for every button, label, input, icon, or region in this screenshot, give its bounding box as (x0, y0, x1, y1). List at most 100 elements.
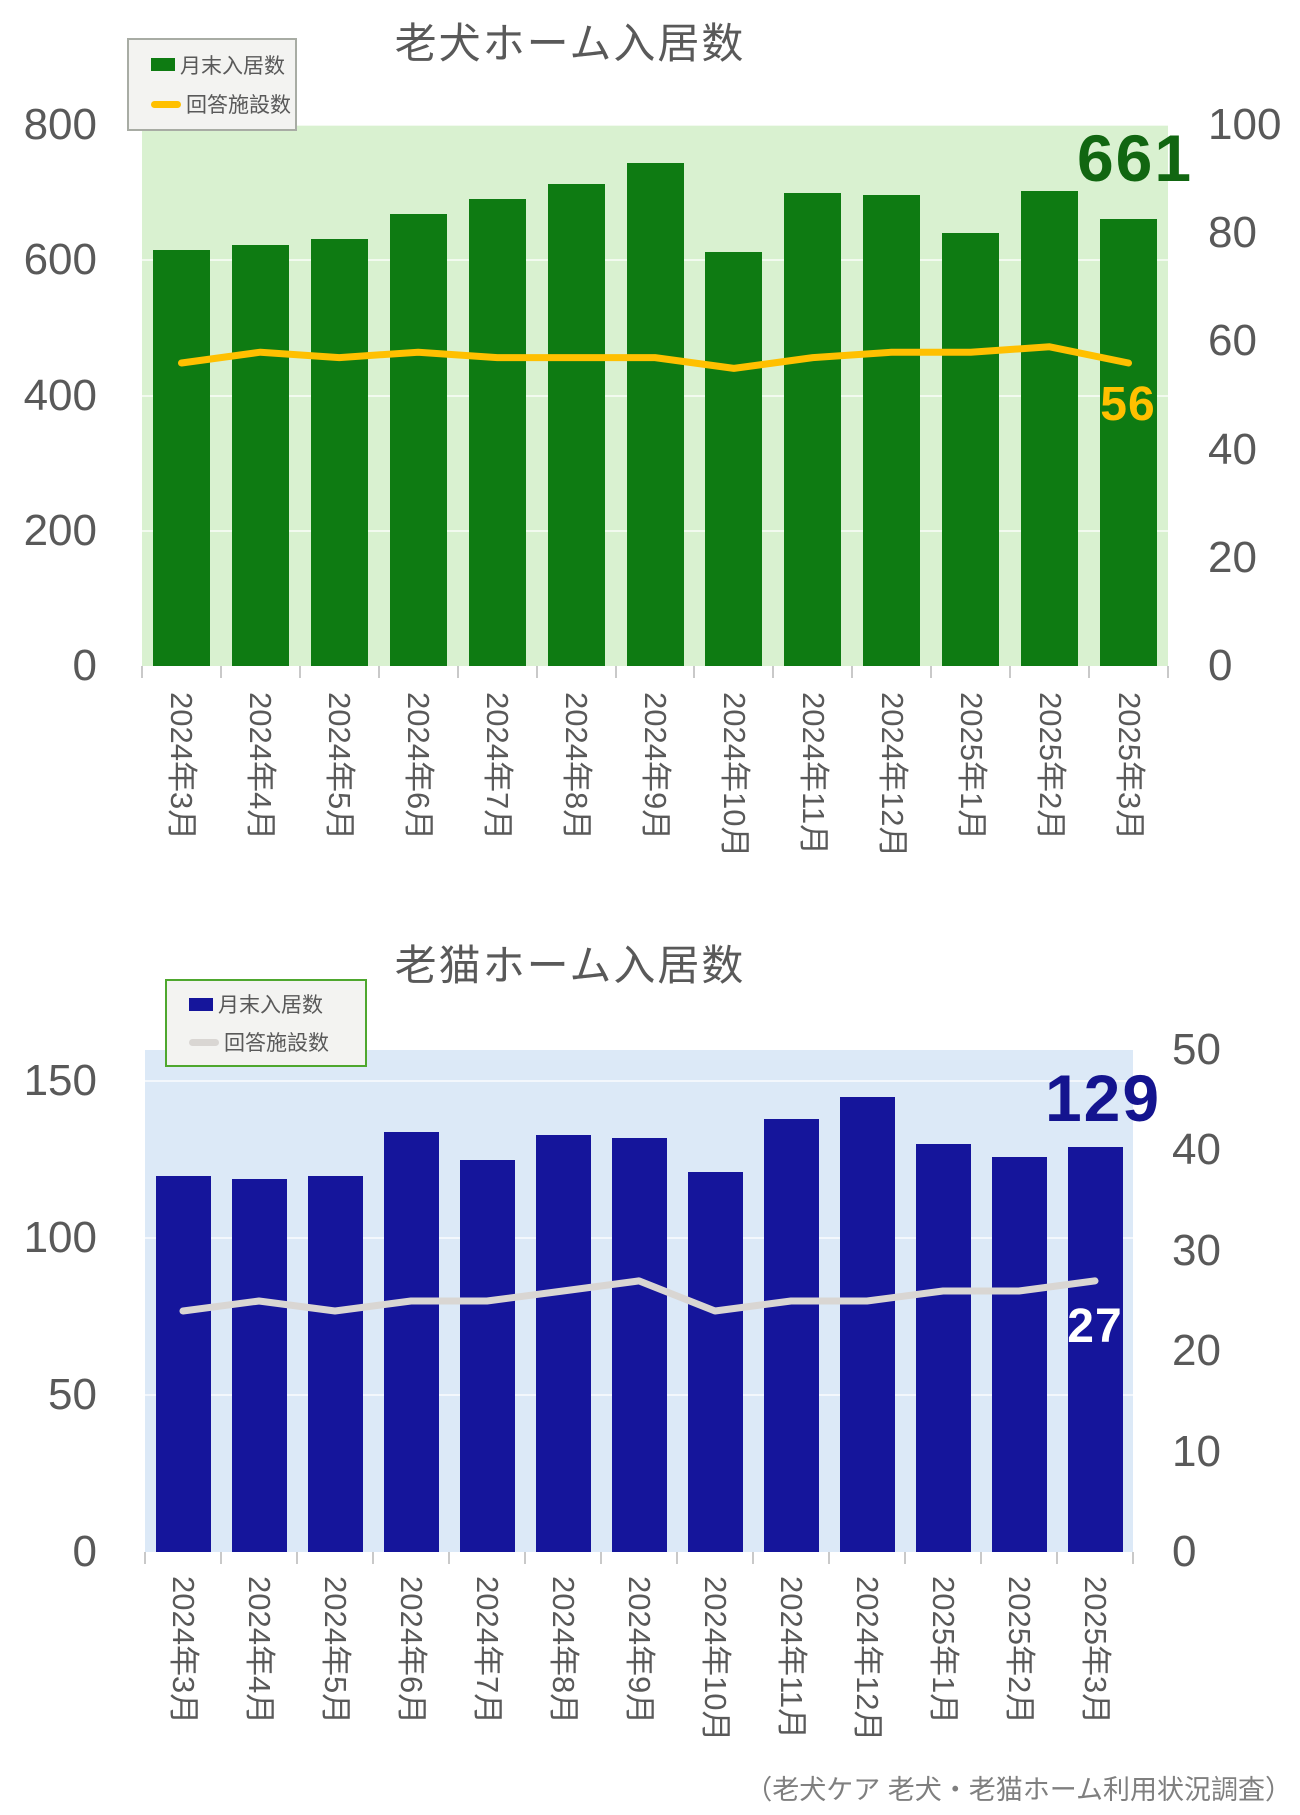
legend-item-bar-series: 月末入居数 (151, 50, 295, 80)
x-axis-label: 2024年7月 (470, 1576, 505, 1725)
x-axis-label: 2024年12月 (874, 692, 910, 858)
bar (626, 162, 684, 666)
y-axis-label-right: 60 (1208, 316, 1257, 366)
x-axis-label: 2024年7月 (480, 692, 516, 841)
bar (307, 1175, 363, 1552)
x-tick (1009, 666, 1012, 678)
bar-series-swatch-icon (189, 997, 213, 1011)
y-axis-label-left: 50 (48, 1370, 97, 1420)
x-axis-label: 2024年11月 (795, 692, 831, 856)
y-axis-label-left: 600 (23, 235, 97, 285)
x-axis-label: 2024年4月 (243, 692, 279, 841)
x-axis-label: 2025年1月 (953, 692, 989, 841)
gridline (145, 1080, 1133, 1083)
bar (547, 183, 605, 666)
x-axis-label: 2024年3月 (164, 692, 200, 841)
x-axis-label: 2024年10月 (698, 1576, 733, 1742)
y-axis-label-right: 80 (1208, 208, 1257, 258)
bar (991, 1156, 1047, 1552)
x-axis-label: 2024年8月 (546, 1576, 581, 1725)
bar (1100, 218, 1158, 666)
x-axis-label: 2025年2月 (1002, 1576, 1037, 1725)
y-axis-label-left: 800 (23, 100, 97, 149)
x-axis-label: 2025年2月 (1032, 692, 1068, 841)
legend-label-line-series: 回答施設数 (224, 1032, 329, 1055)
x-tick (772, 666, 775, 678)
cat-chart-legend: 月末入居数 回答施設数 (165, 979, 367, 1067)
bar (231, 245, 289, 666)
bar (784, 193, 842, 666)
dog-chart-title: 老犬ホーム入居数 (394, 20, 746, 67)
x-axis-label: 2024年12月 (850, 1576, 885, 1742)
bar (459, 1159, 515, 1552)
y-axis-label-left: 0 (72, 641, 97, 690)
source-note: （老犬ケア 老犬・老猫ホーム利用状況調査） (745, 1775, 1292, 1805)
line-series-swatch-icon (189, 1038, 219, 1046)
x-axis-label: 2024年5月 (322, 692, 358, 841)
x-tick (693, 666, 696, 678)
x-axis-label: 2024年6月 (401, 692, 437, 841)
x-tick (614, 666, 617, 678)
y-axis-label-left: 0 (72, 1527, 97, 1576)
x-tick (980, 1552, 982, 1564)
y-axis-label-right: 40 (1172, 1125, 1221, 1175)
x-tick (524, 1552, 526, 1564)
bar (152, 250, 210, 666)
x-tick (456, 666, 459, 678)
bar (915, 1144, 971, 1552)
y-axis-label-right: 30 (1172, 1225, 1221, 1275)
x-tick (535, 666, 538, 678)
dog-latest-bar-value: 661 (1076, 121, 1194, 195)
y-axis-label-right: 40 (1208, 424, 1257, 474)
bar (611, 1137, 667, 1552)
y-axis-label-left: 150 (23, 1056, 97, 1106)
y-axis-label-right: 10 (1172, 1426, 1221, 1476)
x-tick (828, 1552, 830, 1564)
x-tick (141, 666, 143, 678)
x-tick (448, 1552, 450, 1564)
bar (863, 195, 921, 666)
y-axis-label-left: 400 (23, 370, 97, 420)
x-axis-label: 2024年9月 (622, 1576, 657, 1725)
y-axis-label-right: 20 (1172, 1326, 1221, 1376)
x-tick (752, 1552, 754, 1564)
x-tick (851, 666, 854, 678)
legend-item-line-series: 回答施設数 (151, 89, 295, 119)
x-tick (1088, 666, 1091, 678)
legend-item-bar-series: 月末入居数 (189, 989, 365, 1019)
x-tick (219, 666, 222, 678)
bar (383, 1131, 439, 1552)
dog-latest-line-value: 56 (1100, 378, 1156, 431)
legend-item-line-series: 回答施設数 (189, 1027, 365, 1057)
bar (231, 1178, 287, 1552)
bar-series-swatch-icon (151, 58, 175, 72)
x-axis-label: 2024年3月 (166, 1576, 201, 1725)
y-axis-label-right: 0 (1208, 641, 1233, 690)
bar (839, 1097, 895, 1552)
x-tick (676, 1552, 678, 1564)
bar (1021, 190, 1079, 666)
y-axis-label-left: 200 (23, 505, 97, 555)
x-tick (1056, 1552, 1058, 1564)
y-axis-label-right: 100 (1208, 100, 1282, 149)
bar (535, 1134, 591, 1552)
x-tick (144, 1552, 146, 1564)
x-axis-label: 2025年1月 (926, 1576, 961, 1725)
y-axis-label-right: 20 (1208, 532, 1257, 582)
x-axis-label: 2024年6月 (394, 1576, 429, 1725)
bar (155, 1175, 211, 1552)
x-axis-label: 2024年5月 (318, 1576, 353, 1725)
series-line (179, 1277, 1099, 1315)
bar (468, 199, 526, 666)
x-axis-label: 2025年3月 (1111, 692, 1147, 841)
x-tick (600, 1552, 602, 1564)
x-axis-label: 2024年4月 (242, 1576, 277, 1725)
x-axis-label: 2024年10月 (716, 692, 752, 858)
series-line (178, 343, 1132, 372)
x-tick (1167, 666, 1169, 678)
x-tick (296, 1552, 298, 1564)
x-axis-label: 2024年8月 (559, 692, 595, 841)
cat-latest-line-value: 27 (1067, 1300, 1123, 1353)
